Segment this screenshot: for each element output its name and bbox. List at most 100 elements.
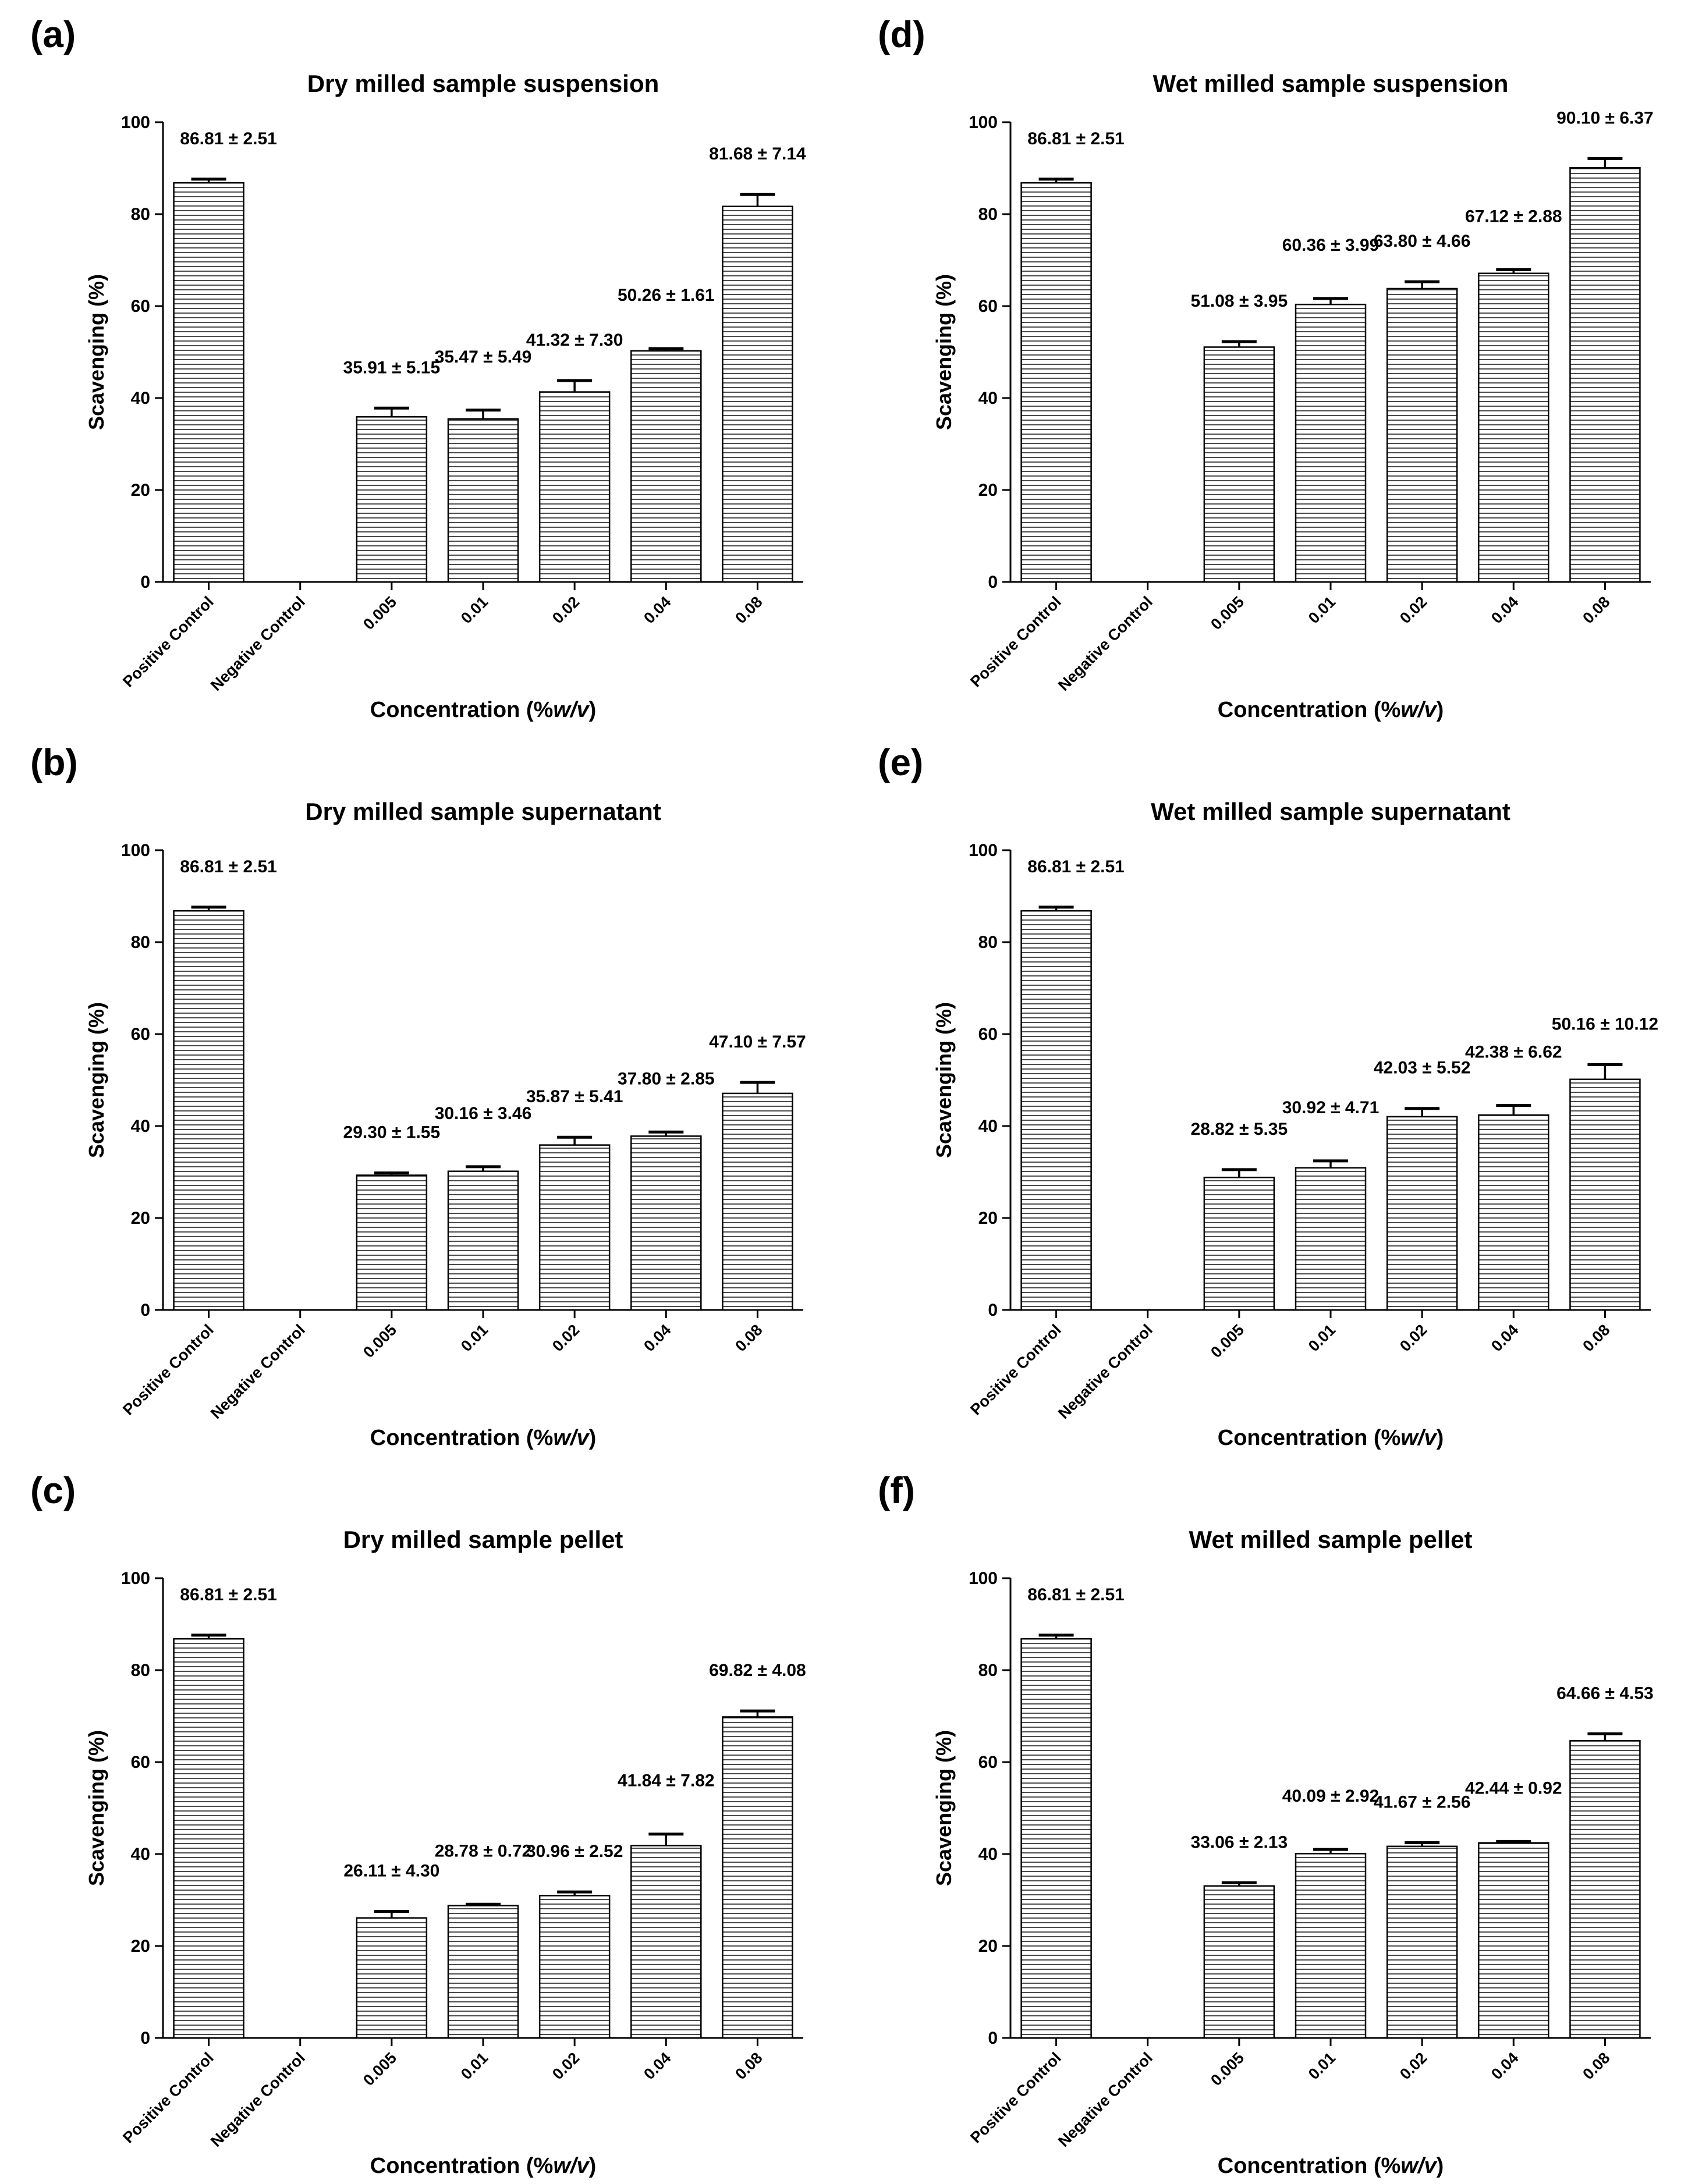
y-tick-label: 0 <box>988 573 998 592</box>
x-tick-label: Positive Control <box>119 1321 217 1419</box>
x-tick-label: Positive Control <box>119 593 217 691</box>
bar <box>538 1895 611 2039</box>
x-tick-label: 0.02 <box>1396 2049 1430 2083</box>
data-label: 81.68 ± 7.14 <box>709 144 806 164</box>
x-tick-label: 0.04 <box>640 2049 674 2083</box>
chart-title: Wet milled sample supernatant <box>1151 798 1510 825</box>
x-axis-label: Concentration (%w/v) <box>1218 698 1444 722</box>
data-label: 64.66 ± 4.53 <box>1556 1684 1654 1703</box>
data-label: 41.67 ± 2.56 <box>1374 1792 1471 1812</box>
x-tick-label: 0.005 <box>1207 2049 1247 2089</box>
x-axis-label-unit: w/v <box>553 698 590 722</box>
bar <box>630 350 702 583</box>
x-tick-label: Positive Control <box>967 593 1065 691</box>
y-tick-label: 100 <box>969 841 998 860</box>
chart-wet-supernatant: Wet milled sample supernatant Scavenging … <box>932 798 1658 1450</box>
x-tick-label: 0.01 <box>1305 593 1339 627</box>
data-label: 41.32 ± 7.30 <box>526 331 623 350</box>
data-label: 37.80 ± 2.85 <box>618 1069 715 1088</box>
x-tick-label: Positive Control <box>119 2049 217 2147</box>
x-tick-label: 0.005 <box>1207 1321 1247 1361</box>
y-tick-label: 20 <box>978 1937 998 1956</box>
chart-title: Dry milled sample supernatant <box>305 798 661 825</box>
bar <box>1295 303 1367 583</box>
x-tick-label: 0.02 <box>549 2049 583 2083</box>
data-label: 86.81 ± 2.51 <box>1027 1585 1125 1604</box>
bar <box>1478 272 1549 583</box>
bar <box>1478 1114 1549 1311</box>
y-tick-label: 0 <box>988 2029 998 2048</box>
y-tick-label: 40 <box>131 1117 150 1136</box>
bar <box>722 1092 793 1311</box>
x-tick-label: 0.005 <box>360 593 400 633</box>
bar <box>447 418 519 583</box>
x-tick-label: Negative Control <box>1055 2049 1156 2150</box>
bar <box>173 910 244 1311</box>
y-tick-label: 40 <box>978 389 998 408</box>
data-label: 50.16 ± 10.12 <box>1552 1014 1658 1034</box>
data-label: 42.44 ± 0.92 <box>1465 1778 1562 1798</box>
x-axis-label-unit: w/v <box>1400 698 1437 722</box>
data-label: 86.81 ± 2.51 <box>1027 129 1125 148</box>
y-tick-label: 80 <box>978 205 998 224</box>
y-tick-label: 80 <box>131 205 150 224</box>
chart-title: Wet milled sample suspension <box>1153 70 1509 97</box>
y-axis-label: Scavenging (%) <box>932 1002 956 1158</box>
x-axis-label-unit: w/v <box>553 2154 590 2178</box>
x-axis-label: Concentration (%w/v) <box>370 698 596 722</box>
bar <box>538 1144 611 1311</box>
data-label: 26.11 ± 4.30 <box>343 1862 439 1881</box>
x-tick-label: 0.08 <box>1579 1321 1613 1355</box>
x-tick-label: 0.08 <box>732 1321 765 1355</box>
bar <box>1203 1885 1275 2039</box>
bar <box>1569 1739 1641 2039</box>
x-axis-label-prefix: Concentration (% <box>1218 2154 1401 2178</box>
data-label: 86.81 ± 2.51 <box>180 857 277 876</box>
data-label: 30.92 ± 4.71 <box>1282 1098 1380 1117</box>
panel-a: (a) Dry milled sample suspension Scavengi… <box>0 0 848 728</box>
y-axis-label: Scavenging (%) <box>932 1730 956 1886</box>
panel-letter: (d) <box>878 13 925 55</box>
x-axis-label: Concentration (%w/v) <box>1218 2154 1444 2178</box>
x-axis-label-suffix: ) <box>1437 2154 1444 2178</box>
bar <box>1386 1845 1458 2039</box>
x-tick-label: 0.04 <box>1488 1321 1522 1355</box>
data-label: 86.81 ± 2.51 <box>1027 857 1125 876</box>
y-tick-label: 40 <box>978 1117 998 1136</box>
bar <box>173 182 244 583</box>
x-tick-label: 0.02 <box>1396 593 1430 627</box>
x-axis-label-unit: w/v <box>553 1426 590 1450</box>
y-tick-label: 100 <box>969 1569 998 1588</box>
data-label: 51.08 ± 3.95 <box>1191 292 1288 311</box>
chart-title: Dry milled sample pellet <box>343 1526 623 1553</box>
bar <box>630 1845 702 2039</box>
data-label: 28.78 ± 0.72 <box>435 1841 532 1860</box>
bar <box>1295 1167 1367 1311</box>
data-label: 69.82 ± 4.08 <box>709 1661 806 1680</box>
x-axis-label-prefix: Concentration (% <box>370 2154 554 2178</box>
panel-letter: (b) <box>30 741 78 783</box>
y-tick-label: 60 <box>131 297 150 316</box>
x-tick-label: 0.02 <box>549 593 583 627</box>
chart-dry-pellet: Dry milled sample pellet Scavenging (%) 0 2… <box>84 1526 806 2178</box>
x-tick-label: 0.02 <box>1396 1321 1430 1355</box>
y-tick-label: 0 <box>140 2029 150 2048</box>
chart-title: Wet milled sample pellet <box>1189 1526 1472 1553</box>
x-axis-label-prefix: Concentration (% <box>1218 1426 1401 1450</box>
bar <box>630 1135 702 1311</box>
x-axis-label-prefix: Concentration (% <box>1218 698 1401 722</box>
panel-f: (f) Wet milled sample pellet Scavenging (… <box>848 1456 1695 2184</box>
data-label: 30.16 ± 3.46 <box>435 1104 532 1123</box>
y-axis-label: Scavenging (%) <box>932 274 956 430</box>
bar <box>1295 1853 1367 2039</box>
x-axis-label: Concentration (%w/v) <box>370 2154 596 2178</box>
y-tick-label: 20 <box>131 481 150 500</box>
y-tick-label: 20 <box>131 1209 150 1228</box>
data-label: 35.47 ± 5.49 <box>435 347 532 367</box>
x-tick-label: 0.005 <box>1207 593 1247 633</box>
bar <box>1386 287 1458 583</box>
y-tick-label: 40 <box>131 389 150 408</box>
panel-letter: (f) <box>878 1469 915 1511</box>
y-axis-label: Scavenging (%) <box>84 1002 108 1158</box>
y-tick-label: 100 <box>121 1569 150 1588</box>
